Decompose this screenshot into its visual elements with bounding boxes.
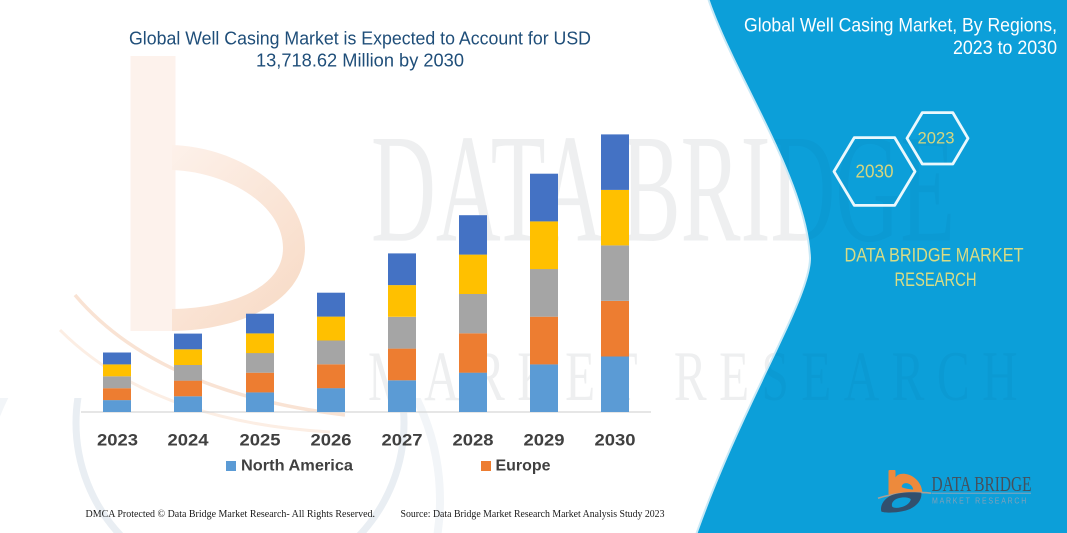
svg-text:2030: 2030: [595, 431, 636, 450]
svg-text:RESEARCH: RESEARCH: [895, 270, 977, 291]
svg-text:DATA BRIDGE MARKET: DATA BRIDGE MARKET: [845, 246, 1024, 267]
svg-text:2024: 2024: [168, 431, 210, 450]
svg-text:Global Well Casing Market is E: Global Well Casing Market is Expected to…: [129, 28, 591, 49]
svg-text:DATA BRIDGE: DATA BRIDGE: [932, 472, 1032, 496]
svg-text:2027: 2027: [382, 431, 423, 450]
svg-text:2023: 2023: [918, 129, 955, 148]
svg-text:Source: Data Bridge Market Res: Source: Data Bridge Market Research Mark…: [401, 508, 665, 520]
svg-text:2025: 2025: [240, 431, 281, 450]
svg-text:North America: North America: [241, 458, 353, 475]
svg-text:2026: 2026: [311, 431, 352, 450]
svg-text:13,718.62 Million by 2030: 13,718.62 Million by 2030: [256, 50, 464, 71]
svg-text:2030: 2030: [856, 162, 894, 182]
svg-text:2029: 2029: [524, 431, 565, 450]
svg-text:Europe: Europe: [496, 458, 551, 475]
svg-text:DMCA Protected © Data Bridge M: DMCA Protected © Data Bridge Market Rese…: [86, 508, 376, 520]
svg-text:2023: 2023: [97, 431, 138, 450]
svg-text:2023 to 2030: 2023 to 2030: [953, 38, 1057, 59]
svg-text:Global Well Casing Market, By: Global Well Casing Market, By Regions,: [744, 16, 1057, 37]
svg-text:2028: 2028: [453, 431, 494, 450]
svg-text:MARKET RESEARCH: MARKET RESEARCH: [932, 497, 1028, 506]
